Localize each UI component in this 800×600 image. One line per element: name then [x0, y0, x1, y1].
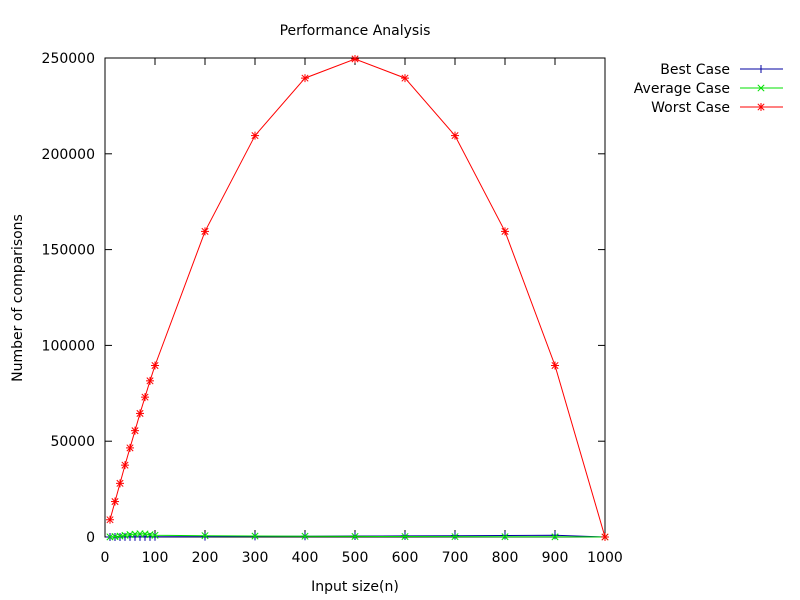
data-point-worst-case [451, 131, 459, 140]
x-tick-label: 900 [542, 550, 569, 566]
x-tick-label: 0 [101, 550, 110, 566]
x-tick-label: 200 [192, 550, 219, 566]
x-tick-label: 1000 [587, 550, 623, 566]
data-point-average-case [551, 533, 559, 541]
data-point-worst-case [501, 227, 509, 236]
data-point-average-case [401, 532, 409, 541]
y-tick-label: 200000 [42, 147, 95, 163]
data-point-average-case [451, 533, 459, 541]
data-point-worst-case [136, 409, 144, 418]
legend-label-best-case: Best Case [660, 62, 730, 78]
data-point-worst-case [601, 533, 609, 541]
series-layer [106, 54, 609, 541]
legend: Best Case Average Case Worst Case [634, 62, 783, 116]
chart-title: Performance Analysis [280, 23, 431, 39]
x-axis-label: Input size(n) [311, 579, 399, 595]
data-point-worst-case [106, 515, 114, 524]
data-point-best-case [201, 532, 209, 541]
data-point-worst-case [146, 376, 154, 385]
data-point-worst-case [401, 74, 409, 83]
legend-marker-best-case [757, 65, 765, 73]
data-point-worst-case [126, 443, 134, 452]
data-point-worst-case [551, 361, 559, 370]
series-worst-case [106, 54, 609, 541]
x-tick-label: 100 [142, 550, 169, 566]
y-tick-label: 250000 [42, 51, 95, 67]
y-tick-label: 150000 [42, 243, 95, 259]
data-point-average-case [151, 531, 159, 539]
data-point-best-case [501, 531, 509, 540]
series-average-case [106, 530, 609, 541]
series-line-worst-case [109, 58, 606, 538]
data-point-average-case [501, 533, 509, 541]
data-point-worst-case [351, 54, 359, 63]
data-point-worst-case [301, 74, 309, 83]
legend-marker-worst-case [757, 103, 765, 111]
x-tick-label: 500 [342, 550, 369, 566]
data-point-worst-case [201, 227, 209, 236]
legend-label-worst-case: Worst Case [651, 100, 730, 116]
data-point-worst-case [141, 393, 149, 402]
legend-label-average-case: Average Case [634, 81, 730, 97]
y-tick-label: 100000 [42, 338, 95, 354]
x-tick-label: 600 [392, 550, 419, 566]
data-point-average-case [251, 532, 259, 540]
data-point-best-case [551, 531, 559, 540]
y-axis-label: Number of comparisons [10, 214, 26, 382]
data-point-worst-case [116, 479, 124, 488]
data-point-worst-case [121, 461, 129, 470]
legend-marker-average-case [757, 84, 765, 92]
x-tick-label: 800 [492, 550, 519, 566]
data-point-average-case [351, 532, 359, 540]
axis-ticks: 0 100 200 300 400 500 600 700 800 900 1000 0 50000 10… [42, 51, 623, 566]
y-tick-label: 50000 [50, 434, 95, 450]
y-tick-label: 0 [86, 530, 95, 546]
data-point-average-case [301, 532, 309, 540]
data-point-worst-case [151, 361, 159, 370]
data-point-best-case [451, 531, 459, 540]
data-point-worst-case [111, 497, 119, 506]
data-point-worst-case [131, 426, 139, 435]
x-tick-label: 400 [292, 550, 319, 566]
x-tick-label: 700 [442, 550, 469, 566]
data-point-average-case [201, 532, 209, 540]
x-tick-label: 300 [242, 550, 269, 566]
data-point-worst-case [251, 131, 259, 140]
